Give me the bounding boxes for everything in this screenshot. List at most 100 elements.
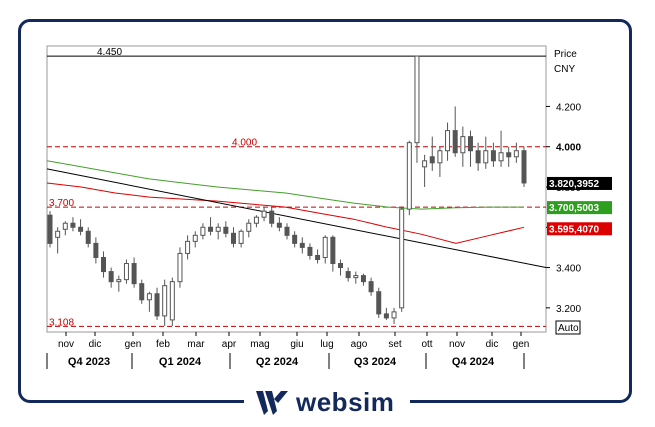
time-axis: nov dic gen feb mar apr mag giu lug ago set ott nov d… (46, 332, 530, 369)
price-tag-box (547, 176, 612, 190)
candle-up (353, 275, 359, 279)
candle-down (376, 291, 382, 315)
candle-up (437, 150, 443, 164)
quarter-label: Q4 2023 (68, 356, 110, 368)
candle-down (284, 226, 290, 236)
price-tag-label: 3.700,5003 (549, 203, 599, 214)
candle-up (55, 230, 61, 238)
candle-up (146, 293, 152, 301)
currency-label: CNY (554, 64, 575, 75)
candle-down (85, 230, 91, 244)
quarter-label: Q4 2024 (452, 356, 495, 368)
month-label: mag (250, 339, 269, 350)
candle-down (345, 271, 351, 279)
candle-down (223, 226, 229, 234)
candle-up (177, 252, 183, 283)
candle-up (445, 130, 451, 152)
level-label: 3.700 (49, 198, 74, 209)
candle-down (521, 150, 527, 184)
price-tag-label: 3.595,4070 (549, 224, 599, 235)
candle-down (230, 232, 236, 244)
level-label: 4.000 (232, 138, 257, 149)
month-label: ago (351, 339, 368, 350)
brand-footer: websim (0, 378, 655, 418)
candle-up (169, 281, 175, 321)
candle-up (498, 152, 504, 162)
candle-up (261, 210, 267, 218)
quarter-label: Q3 2024 (354, 356, 397, 368)
moving-average-line (46, 182, 525, 244)
chart-frame (18, 19, 632, 403)
trendline-line (46, 168, 547, 268)
candle-down (490, 150, 496, 162)
month-label: giu (290, 339, 303, 350)
brand-name: websim (296, 387, 395, 417)
price-tag-box (547, 201, 612, 215)
candle-up (123, 263, 129, 281)
websim-logo-icon (256, 391, 288, 415)
price-tag-box (547, 222, 612, 236)
quarter-label: Q2 2024 (256, 356, 299, 368)
candle-down (208, 226, 214, 232)
price-tags: 3.820,3952 3.700,5003 3.595,4070 (547, 176, 612, 236)
month-label: gen (513, 339, 530, 350)
candle-down (131, 263, 137, 285)
candle-up (322, 236, 328, 258)
candle-down (78, 226, 84, 232)
candle-up (391, 311, 397, 319)
candle-up (406, 142, 412, 210)
indicator-series (46, 160, 547, 268)
candle-down (452, 130, 458, 154)
candle-up (62, 222, 68, 230)
level-lines: 4.450 4.000 3.700 3.108 (47, 47, 546, 328)
month-label: dic (89, 339, 102, 350)
auto-scale-button[interactable] (555, 320, 581, 335)
candle-up (414, 55, 420, 144)
month-label: lug (320, 339, 333, 350)
candle-down (292, 234, 298, 244)
quarter-label: Q1 2024 (159, 356, 202, 368)
candle-down (139, 283, 145, 301)
month-label: ott (421, 339, 432, 350)
candle-down (299, 242, 305, 248)
candle-down (467, 136, 473, 152)
month-label: nov (449, 339, 465, 350)
price-tick-label: 3.400 (556, 264, 581, 275)
month-label: apr (222, 339, 237, 350)
month-label: mar (187, 339, 205, 350)
price-tick-label: 3.200 (556, 304, 581, 315)
month-label: set (388, 339, 402, 350)
candle-down (269, 210, 275, 224)
candle-down (276, 222, 282, 228)
candle-down (429, 156, 435, 164)
price-axis-title: Price (554, 49, 577, 60)
month-label: gen (125, 339, 142, 350)
candle-up (192, 234, 198, 242)
plot-area (46, 45, 547, 333)
candle-down (330, 236, 336, 265)
candle-down (108, 271, 114, 283)
candle-up (200, 226, 206, 236)
candle-down (506, 152, 512, 158)
candle-down (338, 263, 344, 269)
month-label: feb (156, 339, 170, 350)
candle-down (101, 256, 107, 273)
month-label: nov (58, 339, 74, 350)
level-label: 4.450 (97, 47, 122, 58)
candle-up (460, 136, 466, 154)
candlesticks (47, 55, 527, 326)
price-tick-label: 4.200 (556, 102, 581, 113)
candle-up (238, 230, 244, 244)
candle-down (47, 214, 53, 244)
price-tag-label: 3.820,3952 (549, 179, 599, 190)
candle-up (513, 150, 519, 158)
candle-up (162, 285, 168, 317)
candle-up (422, 160, 428, 168)
moving-average-line (46, 160, 524, 210)
candle-up (246, 222, 252, 232)
month-label: dic (486, 339, 499, 350)
candle-down (307, 246, 313, 256)
candle-up (215, 226, 221, 232)
candle-down (368, 281, 374, 293)
